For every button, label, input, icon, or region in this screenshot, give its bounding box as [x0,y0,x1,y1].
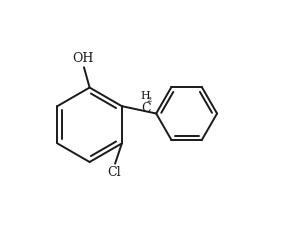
Text: OH: OH [72,52,93,65]
Text: Cl: Cl [107,166,121,179]
Text: C: C [141,102,151,115]
Text: H: H [140,91,150,101]
Text: 2: 2 [147,96,152,104]
